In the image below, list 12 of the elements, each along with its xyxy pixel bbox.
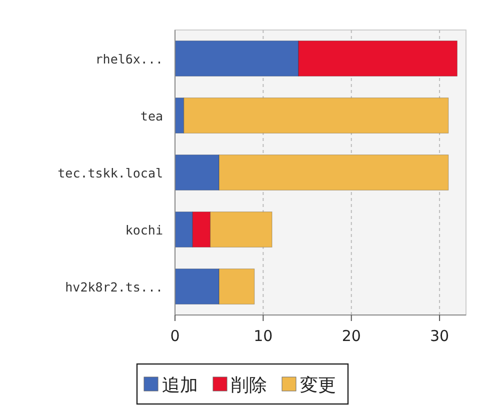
legend-label: 削除	[231, 375, 267, 396]
y-tick-label: tec.tskk.local	[58, 166, 163, 180]
y-tick-label: kochi	[125, 222, 163, 238]
y-tick-label: hv2k8r2.ts...	[65, 280, 163, 294]
x-tick-label: 30	[430, 327, 450, 345]
legend-label: 変更	[300, 375, 336, 396]
y-tick-label: rhel6x...	[95, 52, 163, 66]
x-tick-label: 10	[254, 327, 273, 345]
legend-label: 追加	[162, 375, 198, 396]
x-tick-label: 20	[342, 327, 361, 345]
y-tick-label: tea	[140, 108, 163, 124]
x-tick-label: 0	[170, 327, 180, 345]
